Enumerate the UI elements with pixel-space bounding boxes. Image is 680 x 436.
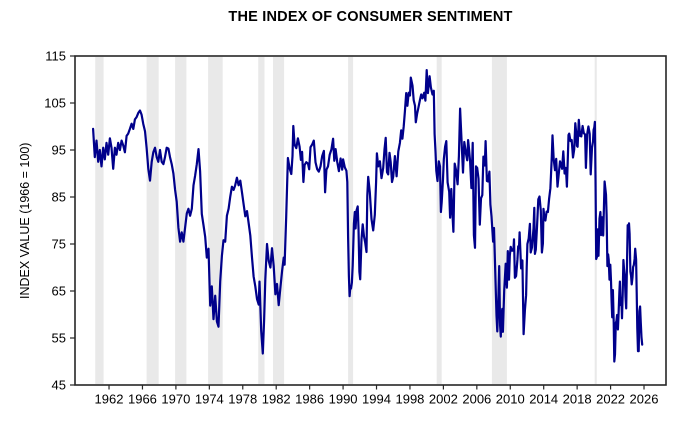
x-tick-label: 2018 bbox=[563, 392, 592, 407]
y-tick-label: 85 bbox=[52, 190, 66, 205]
y-tick-label: 105 bbox=[44, 96, 66, 111]
x-tick-label: 1986 bbox=[295, 392, 324, 407]
recession-band bbox=[208, 57, 223, 384]
recession-band bbox=[273, 57, 285, 384]
x-tick-label: 2022 bbox=[596, 392, 625, 407]
x-tick-label: 2006 bbox=[462, 392, 491, 407]
recession-bands bbox=[95, 57, 597, 384]
x-tick-label: 2026 bbox=[630, 392, 659, 407]
x-tick-label: 1990 bbox=[329, 392, 358, 407]
x-tick-label: 1970 bbox=[161, 392, 190, 407]
chart-title: THE INDEX OF CONSUMER SENTIMENT bbox=[228, 9, 513, 25]
x-tick-label: 1966 bbox=[128, 392, 157, 407]
plot-frame bbox=[74, 55, 667, 386]
x-tick-label: 1962 bbox=[95, 392, 124, 407]
x-tick-label: 2010 bbox=[496, 392, 525, 407]
x-tick-label: 2002 bbox=[429, 392, 458, 407]
x-tick-label: 2014 bbox=[529, 392, 558, 407]
y-tick-label: 115 bbox=[45, 49, 66, 64]
y-tick-label: 95 bbox=[52, 143, 66, 158]
y-axis: 45 55 65 75 85 95 105 115 bbox=[44, 49, 75, 393]
recession-band bbox=[175, 57, 187, 384]
recession-band bbox=[146, 57, 159, 384]
x-tick-label: 1998 bbox=[395, 392, 424, 407]
recession-band bbox=[436, 57, 442, 384]
recession-band bbox=[491, 57, 507, 384]
recession-band bbox=[348, 57, 354, 384]
x-tick-label: 1974 bbox=[195, 392, 224, 407]
x-tick-label: 1994 bbox=[362, 392, 391, 407]
y-tick-label: 55 bbox=[52, 331, 66, 346]
y-tick-label: 65 bbox=[52, 284, 66, 299]
x-axis: 1962 1966 1970 1974 1978 1982 1986 1990 1994 1998… bbox=[95, 385, 659, 407]
recession-band bbox=[258, 57, 265, 384]
sentiment-line bbox=[91, 68, 644, 363]
y-tick-label: 75 bbox=[52, 237, 66, 252]
y-tick-label: 45 bbox=[52, 378, 66, 393]
x-tick-label: 1982 bbox=[262, 392, 291, 407]
recession-band bbox=[95, 57, 104, 384]
x-tick-label: 1978 bbox=[228, 392, 257, 407]
